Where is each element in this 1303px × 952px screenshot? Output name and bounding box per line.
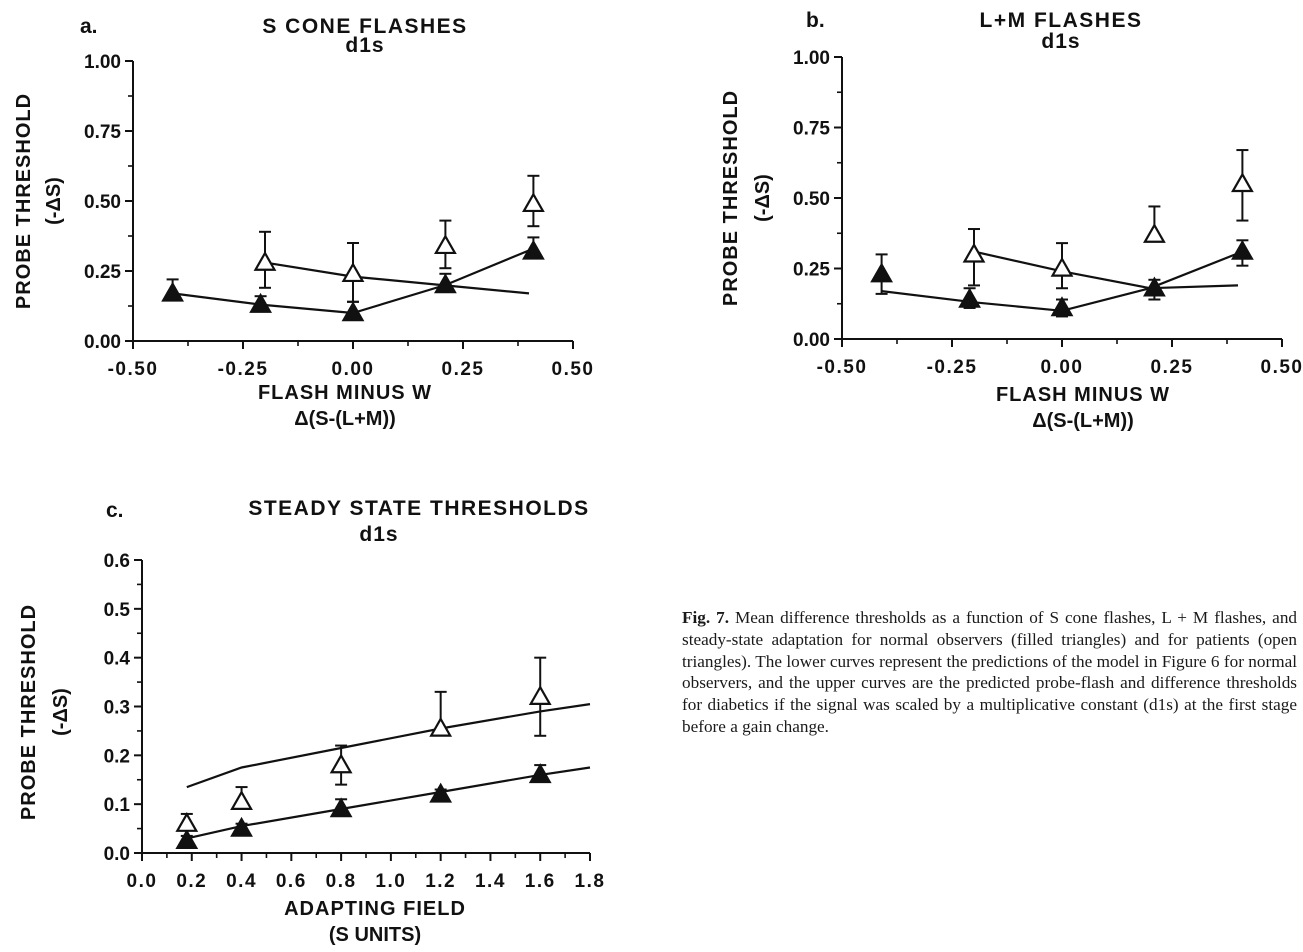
y-tick-label: 0.5	[104, 600, 131, 621]
y-axis-label: PROBE THRESHOLD	[18, 604, 40, 820]
data-point-filled-triangle	[958, 287, 981, 308]
data-point-open-triangle	[429, 716, 453, 737]
chart-panel-c: 0.0 0.2 0.4 0.6 0.8 1.0 1.2 1.4 1.6 1.8 0.0 0.1 0.2 0…	[18, 497, 606, 946]
chart-subtitle: d1s	[1041, 30, 1080, 53]
figure-caption: Fig. 7. Mean difference thresholds as a …	[682, 607, 1297, 738]
x-axis-label: FLASH MINUS W	[258, 382, 432, 404]
model-curve-2	[973, 250, 1239, 290]
chart-subtitle: d1s	[359, 523, 398, 546]
y-tick-label: 0.00	[84, 332, 121, 353]
data-point-open-triangle	[253, 250, 277, 271]
y-axis-label: PROBE THRESHOLD	[720, 90, 742, 306]
data-point-filled-triangle	[870, 262, 893, 283]
y-tick-label: 0.75	[84, 122, 121, 143]
chart-panel-b: -0.50 -0.25 0.00 0.25 0.50 0.00 0.25 0.50 0.75 1.…	[720, 9, 1303, 432]
y-tick-label: 0.00	[793, 330, 830, 351]
x-tick-label: -0.25	[927, 357, 978, 378]
y-tick-label: 0.2	[104, 746, 130, 767]
data-point-open-triangle	[434, 234, 457, 255]
y-tick-label: 1.00	[793, 48, 830, 69]
data-point-filled-triangle	[1231, 239, 1254, 260]
data-point-open-triangle	[1231, 172, 1254, 193]
data-point-open-triangle	[329, 753, 353, 774]
data-point-open-triangle	[528, 685, 552, 705]
x-tick-label: -0.50	[108, 359, 159, 380]
x-tick-label: 0.2	[176, 871, 207, 892]
chart-title: L+M FLASHES	[980, 9, 1143, 32]
x-tick-label: -0.50	[817, 357, 868, 378]
y-tick-label: 0.50	[84, 192, 121, 213]
data-point-open-triangle	[175, 811, 199, 832]
data-point-filled-triangle	[329, 797, 353, 818]
data-point-open-triangle	[962, 242, 986, 263]
data-point-filled-triangle	[434, 273, 457, 294]
x-tick-label: -0.25	[218, 359, 269, 380]
x-tick-label: 1.2	[425, 871, 456, 892]
x-tick-label: 1.6	[525, 871, 556, 892]
data-point-filled-triangle	[161, 281, 184, 302]
data-point-open-triangle	[230, 790, 253, 810]
panel-label: a.	[80, 15, 98, 38]
data-point-filled-triangle	[230, 816, 253, 837]
caption-label: Fig. 7.	[682, 608, 730, 627]
data-point-filled-triangle	[1143, 276, 1166, 297]
panel-label: c.	[106, 499, 124, 522]
model-curve-2	[186, 703, 591, 789]
x-tick-label: 0.00	[1041, 357, 1084, 378]
x-axis-sublabel: (S UNITS)	[329, 924, 421, 946]
panel-label: b.	[806, 9, 825, 32]
y-tick-label: 0.75	[793, 119, 830, 140]
model-curve-2	[264, 261, 530, 295]
y-tick-label: 0.1	[104, 795, 131, 816]
data-point-open-triangle	[1050, 256, 1074, 277]
x-tick-label: 0.6	[276, 871, 307, 892]
x-tick-label: 0.8	[326, 871, 357, 892]
x-tick-label: 1.8	[575, 871, 606, 892]
x-tick-label: 1.0	[375, 871, 406, 892]
data-point-filled-triangle	[522, 239, 545, 260]
x-tick-label: 0.0	[127, 871, 158, 892]
data-point-filled-triangle	[429, 782, 453, 803]
y-axis-sublabel: (-ΔS)	[50, 688, 72, 736]
y-tick-label: 0.4	[104, 649, 131, 670]
y-axis-label: PROBE THRESHOLD	[13, 93, 35, 309]
y-tick-label: 1.00	[84, 52, 121, 73]
y-tick-label: 0.0	[104, 844, 130, 865]
chart-title: S CONE FLASHES	[262, 15, 467, 38]
x-tick-label: 0.50	[552, 359, 595, 380]
x-axis-label: ADAPTING FIELD	[284, 898, 466, 920]
y-axis-sublabel: (-ΔS)	[752, 174, 774, 222]
y-tick-label: 0.25	[793, 260, 830, 281]
data-point-filled-triangle	[528, 763, 552, 784]
data-point-filled-triangle	[249, 292, 272, 313]
caption-text: Mean difference thresholds as a function…	[682, 608, 1298, 736]
chart-panel-a: -0.50 -0.25 0.00 0.25 0.50 0.00 0.25 0.50 0.75 1.…	[13, 15, 595, 430]
data-point-filled-triangle	[1050, 296, 1074, 317]
chart-subtitle: d1s	[345, 34, 384, 57]
x-tick-label: 1.4	[475, 871, 506, 892]
data-point-open-triangle	[341, 262, 365, 283]
model-curve-1	[186, 766, 591, 840]
x-tick-label: 0.25	[1151, 357, 1194, 378]
x-tick-label: 0.4	[226, 871, 257, 892]
x-tick-label: 0.25	[442, 359, 485, 380]
data-point-open-triangle	[522, 192, 545, 213]
data-point-open-triangle	[1143, 222, 1166, 243]
y-tick-label: 0.6	[104, 551, 130, 572]
chart-title: STEADY STATE THRESHOLDS	[248, 497, 589, 520]
y-axis-sublabel: (-ΔS)	[43, 177, 65, 225]
x-tick-label: 0.00	[332, 359, 375, 380]
x-axis-sublabel: Δ(S-(L+M))	[294, 408, 396, 430]
data-point-filled-triangle	[341, 301, 365, 322]
y-tick-label: 0.3	[104, 698, 130, 719]
y-tick-label: 0.50	[793, 189, 830, 210]
y-tick-label: 0.25	[84, 262, 121, 283]
data-point-filled-triangle	[175, 829, 199, 850]
x-axis-sublabel: Δ(S-(L+M))	[1032, 410, 1134, 432]
x-tick-label: 0.50	[1261, 357, 1303, 378]
x-axis-label: FLASH MINUS W	[996, 384, 1170, 406]
